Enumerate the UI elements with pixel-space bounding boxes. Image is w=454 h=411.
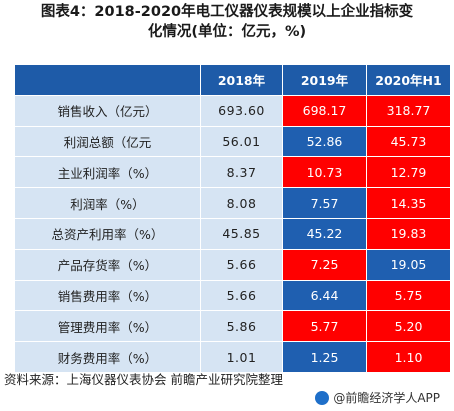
footer-text: @前瞻经济学人APP: [333, 391, 440, 405]
table-cell: 698.17: [282, 94, 367, 127]
table-cell: 8.37: [200, 156, 283, 189]
table-cell: 52.86: [282, 125, 367, 158]
table-cell: 5.77: [282, 310, 367, 343]
row-label: 管理费用率（%）: [14, 310, 201, 343]
table-cell: 1.25: [282, 341, 367, 373]
table-row: 管理费用率（%） 5.86 5.77 5.20: [14, 310, 451, 343]
table-cell: 1.10: [366, 341, 451, 373]
row-label: 利润总额（亿元: [14, 125, 201, 158]
table-cell: 7.57: [282, 187, 367, 219]
column-header-2018: 2018年: [200, 64, 283, 96]
table-cell: 6.44: [282, 279, 367, 312]
source-note: 资料来源：上海仪器仪表协会 前瞻产业研究院整理: [4, 372, 283, 387]
table-cell: 5.86: [200, 310, 283, 343]
row-label: 销售收入（亿元）: [14, 94, 201, 127]
indicator-table: 2018年 2019年 2020年H1 销售收入（亿元） 693.60 698.17…: [14, 64, 451, 373]
table-row: 产品存货率（%） 5.66 7.25 19.05: [14, 248, 451, 281]
row-label: 财务费用率（%）: [14, 341, 201, 373]
table-cell: 5.20: [366, 310, 451, 343]
table-row: 销售收入（亿元） 693.60 698.17 318.77: [14, 94, 451, 127]
row-label: 产品存货率（%）: [14, 248, 201, 281]
column-header-2020h1: 2020年H1: [366, 64, 451, 96]
table-cell: 318.77: [366, 94, 451, 127]
table-row: 利润率（%） 8.08 7.57 14.35: [14, 187, 451, 219]
table-row: 主业利润率（%） 8.37 10.73 12.79: [14, 156, 451, 189]
qianzhan-logo-icon: [315, 390, 330, 405]
table-row: 利润总额（亿元 56.01 52.86 45.73: [14, 125, 451, 158]
column-header-2019: 2019年: [282, 64, 367, 96]
table-cell: 1.01: [200, 341, 283, 373]
table-cell: 5.75: [366, 279, 451, 312]
row-label: 销售费用率（%）: [14, 279, 201, 312]
table-cell: 10.73: [282, 156, 367, 189]
table-cell: 5.66: [200, 248, 283, 281]
footer-brand: @前瞻经济学人APP: [315, 389, 440, 406]
table-cell: 45.85: [200, 217, 283, 250]
table-cell: 7.25: [282, 248, 367, 281]
table-row: 财务费用率（%） 1.01 1.25 1.10: [14, 341, 451, 373]
row-label: 主业利润率（%）: [14, 156, 201, 189]
table-cell: 5.66: [200, 279, 283, 312]
table-cell: 45.73: [366, 125, 451, 158]
table-cell: 14.35: [366, 187, 451, 219]
table-cell: 12.79: [366, 156, 451, 189]
table-cell: 45.22: [282, 217, 367, 250]
table-row: 总资产利用率（%） 45.85 45.22 19.83: [14, 217, 451, 250]
table-cell: 19.83: [366, 217, 451, 250]
table-row: 销售费用率（%） 5.66 6.44 5.75: [14, 279, 451, 312]
row-label: 总资产利用率（%）: [14, 217, 201, 250]
chart-title: 图表4：2018-2020年电工仪器仪表规模以上企业指标变 化情况(单位：亿元，…: [0, 2, 454, 42]
table-header-row: 2018年 2019年 2020年H1: [14, 64, 451, 96]
chart-title-line2: 化情况(单位：亿元，%): [147, 24, 307, 40]
table-cell: 693.60: [200, 94, 283, 127]
header-corner: [14, 64, 201, 96]
table-cell: 19.05: [366, 248, 451, 281]
table-cell: 56.01: [200, 125, 283, 158]
row-label: 利润率（%）: [14, 187, 201, 219]
table-cell: 8.08: [200, 187, 283, 219]
chart-title-line1: 图表4：2018-2020年电工仪器仪表规模以上企业指标变: [40, 4, 414, 20]
